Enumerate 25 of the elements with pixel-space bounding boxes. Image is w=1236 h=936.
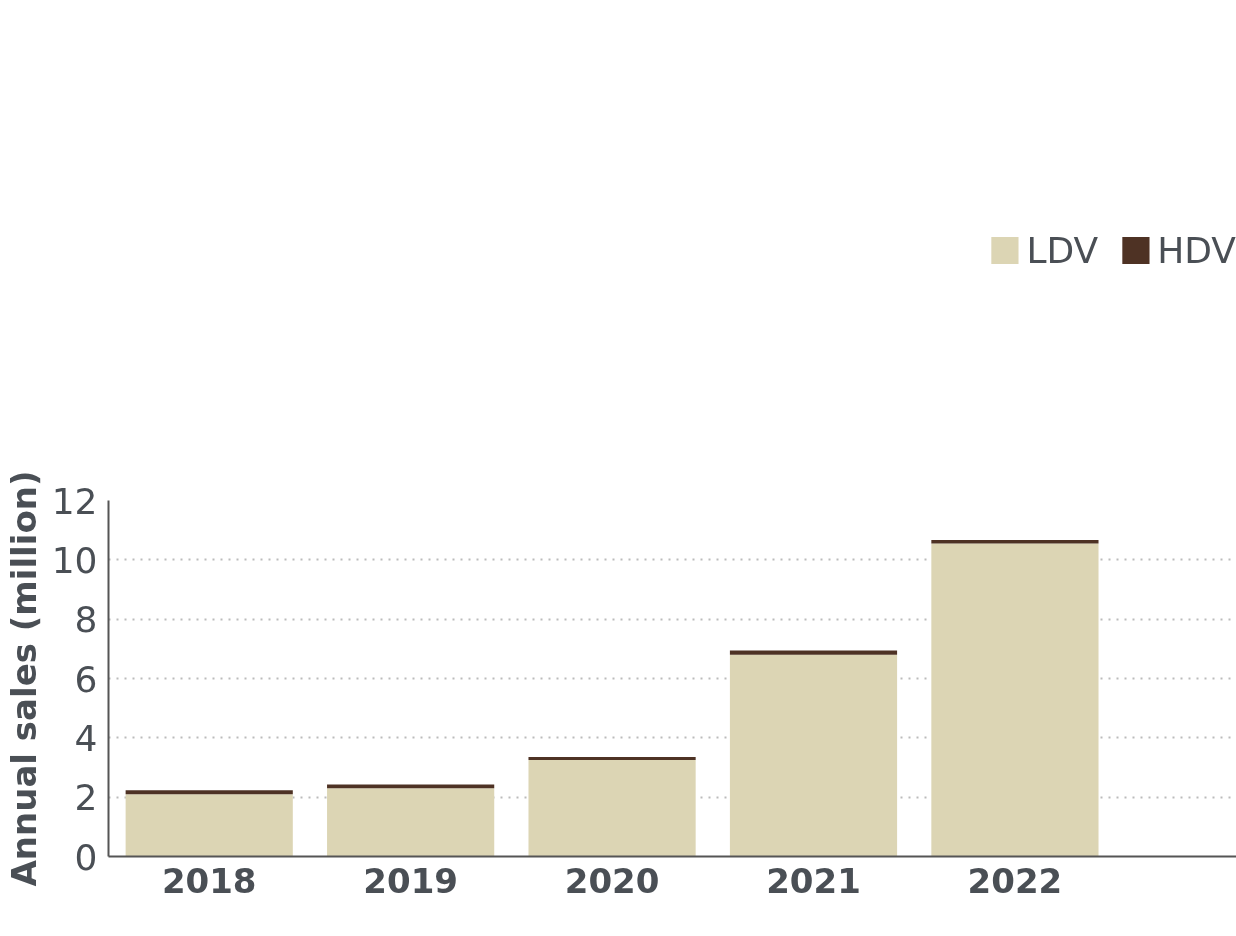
bar bbox=[125, 790, 293, 795]
bar bbox=[729, 650, 898, 655]
y-tick-label: 2 bbox=[74, 777, 98, 819]
x-tick-label: 2019 bbox=[363, 860, 458, 901]
x-tick-label: 2018 bbox=[161, 860, 257, 901]
bar bbox=[528, 757, 696, 761]
legend-label: LDV bbox=[1026, 229, 1099, 271]
bar bbox=[125, 794, 293, 857]
bar bbox=[729, 654, 898, 857]
bar bbox=[931, 543, 1099, 857]
x-tick-label: 2020 bbox=[564, 860, 660, 901]
y-tick-label: 8 bbox=[74, 599, 98, 641]
bar bbox=[528, 760, 696, 857]
y-tick-label: 12 bbox=[51, 480, 98, 522]
y-axis-title: Annual sales (million) bbox=[3, 470, 44, 887]
bar bbox=[931, 539, 1099, 544]
y-tick-label: 6 bbox=[74, 658, 98, 700]
y-tick-label: 0 bbox=[74, 836, 98, 878]
bar bbox=[327, 784, 495, 789]
legend-label: HDV bbox=[1157, 229, 1236, 271]
x-tick-label: 2022 bbox=[967, 860, 1063, 901]
y-tick-label: 4 bbox=[74, 717, 98, 759]
bar bbox=[327, 788, 495, 857]
y-tick-label: 10 bbox=[51, 539, 98, 581]
x-tick-label: 2021 bbox=[766, 860, 861, 901]
